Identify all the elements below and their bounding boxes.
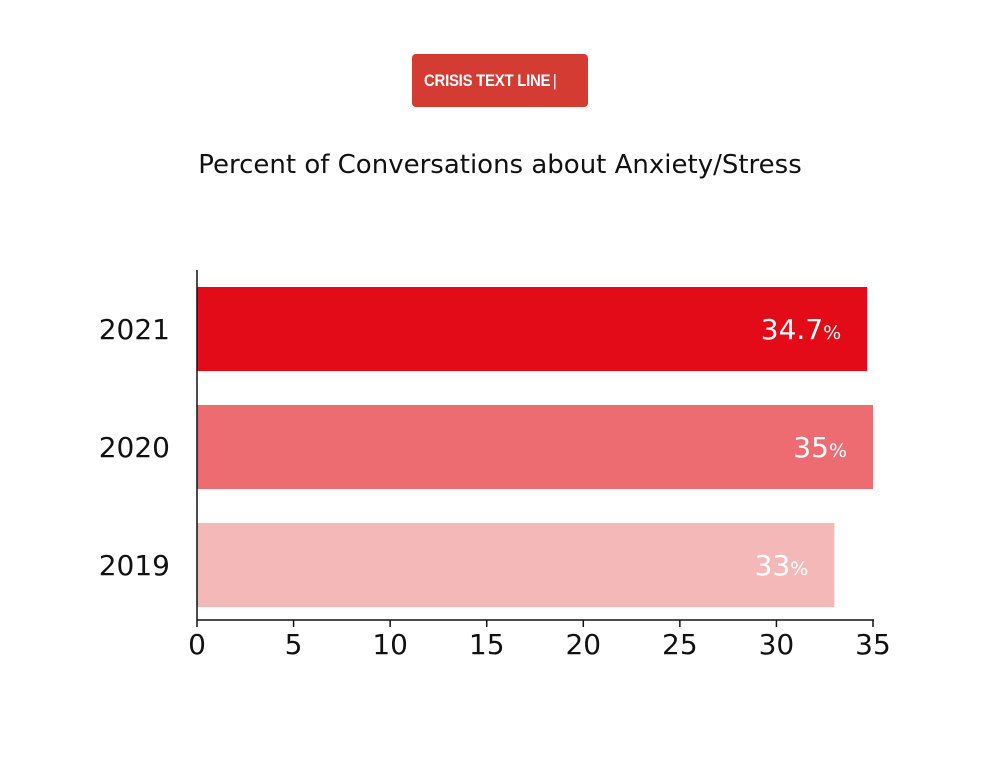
- bar-2020: [197, 405, 873, 489]
- x-tick-label-25: 25: [662, 628, 698, 661]
- category-label-2019: 2019: [99, 549, 170, 582]
- x-tick-label-30: 30: [759, 628, 795, 661]
- x-tick-label-20: 20: [565, 628, 601, 661]
- data-label-value: 35: [793, 431, 829, 464]
- x-tick-label-5: 5: [285, 628, 303, 661]
- logo-wordmark: CRISIS TEXT LINE: [424, 70, 551, 90]
- x-tick-label-0: 0: [188, 628, 206, 661]
- bar-2021: [197, 287, 868, 371]
- logo-cursor-bar: |: [552, 70, 557, 90]
- category-label-2021: 2021: [99, 313, 170, 346]
- data-label-2020: 35%: [793, 431, 847, 464]
- x-tick-label-35: 35: [855, 628, 891, 661]
- data-label-unit: %: [829, 440, 847, 462]
- bar-2019: [197, 523, 835, 607]
- data-label-value: 34.7: [761, 313, 823, 346]
- category-label-2020: 2020: [99, 431, 170, 464]
- crisis-text-line-logo: CRISIS TEXT LINE |: [412, 54, 588, 107]
- chart-title: Percent of Conversations about Anxiety/S…: [198, 150, 802, 180]
- data-label-2021: 34.7%: [761, 313, 841, 346]
- data-label-unit: %: [790, 558, 808, 580]
- logo-text: CRISIS TEXT LINE |: [424, 71, 557, 91]
- data-label-value: 33: [755, 549, 791, 582]
- x-tick-label-15: 15: [469, 628, 505, 661]
- data-label-2019: 33%: [755, 549, 809, 582]
- data-label-unit: %: [823, 322, 841, 344]
- x-tick-label-10: 10: [372, 628, 408, 661]
